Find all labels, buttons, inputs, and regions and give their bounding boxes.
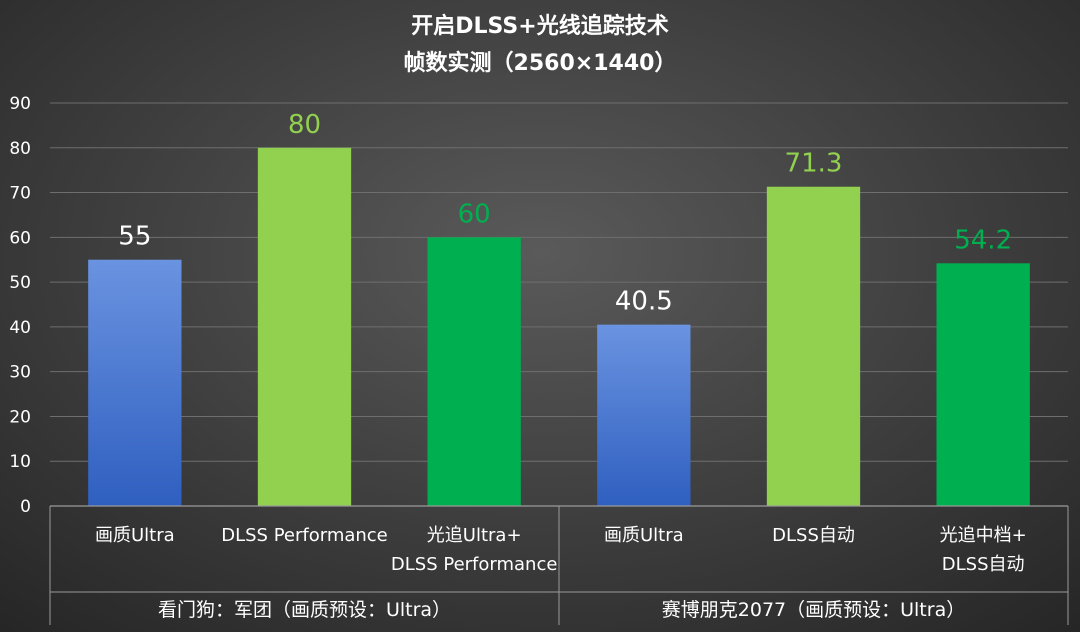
category-label: DLSS Performance xyxy=(221,525,388,546)
bar xyxy=(766,186,861,507)
category-label: 画质Ultra xyxy=(95,525,175,546)
chart-subtitle: 帧数实测（2560×1440） xyxy=(404,50,677,76)
chart-title: 开启DLSS+光线追踪技术 xyxy=(411,13,668,39)
gridlines xyxy=(50,102,1068,462)
group-label: 看门狗：军团（画质预设：Ultra） xyxy=(158,599,451,621)
category-label: 画质Ultra xyxy=(604,525,684,546)
bar xyxy=(427,237,521,507)
y-tick-label: 40 xyxy=(9,318,31,338)
y-tick-label: 60 xyxy=(9,228,31,248)
bar xyxy=(257,147,352,506)
y-tick-label: 0 xyxy=(20,497,31,517)
bar xyxy=(88,259,182,506)
data-label: 80 xyxy=(288,110,321,140)
data-label: 60 xyxy=(458,199,491,229)
bars xyxy=(88,147,1030,507)
data-label: 71.3 xyxy=(785,149,843,179)
y-tick-label: 10 xyxy=(9,452,31,472)
data-label: 55 xyxy=(118,222,151,252)
data-label: 54.2 xyxy=(954,225,1012,255)
y-tick-label: 90 xyxy=(9,94,31,114)
y-tick-label: 80 xyxy=(9,139,31,159)
group-label: 赛博朋克2077（画质预设：Ultra） xyxy=(662,599,965,621)
y-tick-label: 20 xyxy=(9,407,31,427)
category-label: 光追中档+ xyxy=(940,525,1027,546)
y-tick-label: 30 xyxy=(9,363,31,383)
y-tick-label: 70 xyxy=(9,184,31,204)
bar xyxy=(597,324,691,506)
bar xyxy=(936,263,1030,506)
value-labels: 55 80 60 40.5 71.3 54.2 xyxy=(118,110,1012,317)
category-label: DLSS自动 xyxy=(772,525,855,546)
category-label: DLSS自动 xyxy=(942,554,1025,575)
category-label: 光追Ultra+ xyxy=(427,525,522,546)
category-label: DLSS Performance xyxy=(391,554,558,575)
y-axis: 0 10 20 30 40 50 60 70 80 90 xyxy=(9,94,31,517)
data-label: 40.5 xyxy=(615,287,673,317)
y-tick-label: 50 xyxy=(9,273,31,293)
x-axis: 画质Ultra DLSS Performance 光追Ultra+ DLSS Perf… xyxy=(49,505,1069,625)
